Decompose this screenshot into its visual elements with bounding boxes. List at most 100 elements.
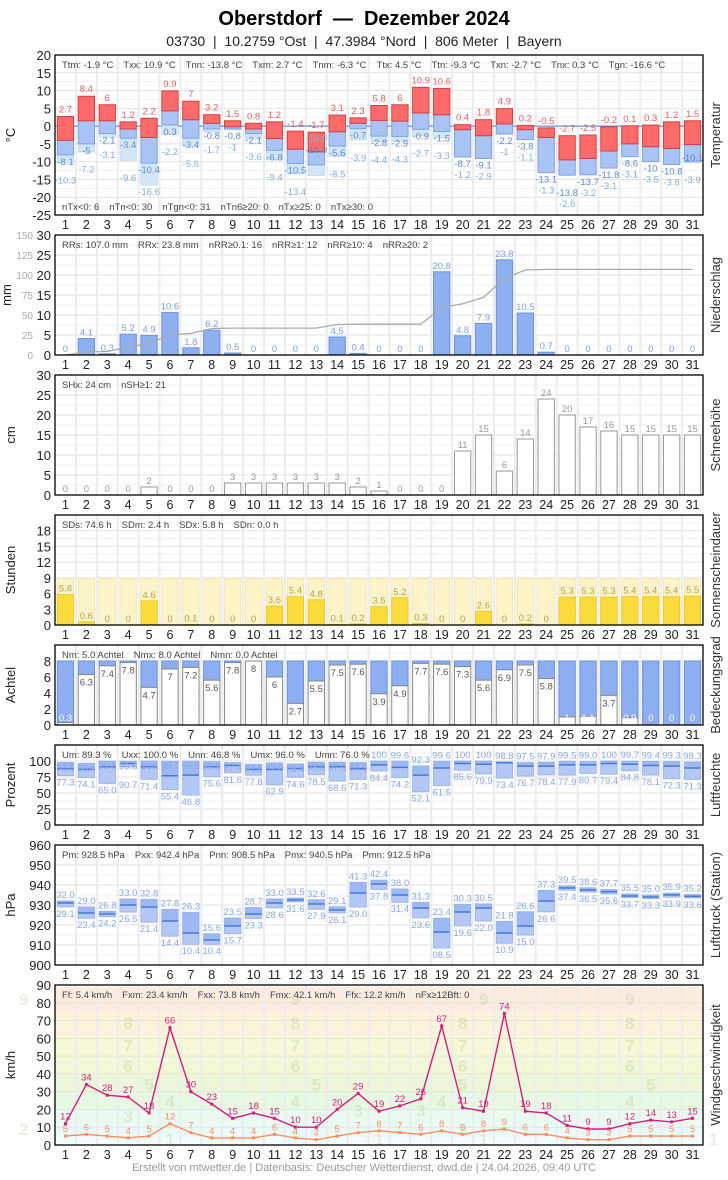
data-label: 92.3 xyxy=(412,755,431,766)
min-temp-bar xyxy=(391,120,409,137)
max-temp-bar xyxy=(98,104,116,122)
precipitation-bar xyxy=(119,333,137,356)
data-label: 3 xyxy=(335,472,340,483)
wind-gust-point xyxy=(649,1118,653,1122)
wind-mean-point xyxy=(84,1132,88,1136)
x-tick-day: 21 xyxy=(477,628,491,642)
snow-bar xyxy=(244,482,263,496)
data-label: 10.9 xyxy=(495,945,514,956)
summary-stat: Pm: 928.5 hPa xyxy=(62,850,126,861)
data-label: 0 xyxy=(648,713,653,724)
x-tick-day: 15 xyxy=(351,498,365,512)
plot-frame xyxy=(54,234,704,356)
summary-stat: Pnn: 908.5 hPa xyxy=(209,850,275,861)
wind-mean-point xyxy=(356,1131,360,1135)
precipitation-bar xyxy=(140,334,158,356)
data-label: 15.0 xyxy=(516,937,535,948)
x-tick-day: 25 xyxy=(560,358,574,372)
data-label: -1.5 xyxy=(434,133,450,144)
pressure-upper-bar xyxy=(182,912,200,933)
x-tick-day: 21 xyxy=(477,498,491,512)
data-label: -10.5 xyxy=(285,165,307,176)
data-label: 32.0 xyxy=(56,890,75,901)
data-label: 8 xyxy=(439,1119,444,1130)
data-label: 10.5 xyxy=(516,302,535,313)
y-axis-label: Prozent xyxy=(3,762,18,807)
data-label: 100 xyxy=(455,750,471,761)
y-tick-label: 20 xyxy=(37,1102,51,1117)
x-tick-day: 30 xyxy=(665,828,679,842)
data-label: 15 xyxy=(227,1106,238,1117)
x-tick-day: 16 xyxy=(372,828,386,842)
pressure-upper-bar xyxy=(496,921,513,933)
max-temp-bar xyxy=(244,122,263,130)
data-label: 0.8 xyxy=(247,111,260,122)
data-label: -2.7 xyxy=(413,149,429,160)
x-tick-day: 29 xyxy=(644,498,658,512)
precipitation-bar xyxy=(182,347,200,356)
data-label: 26.3 xyxy=(182,901,201,912)
data-label: -3.1 xyxy=(622,170,638,181)
data-label: 29.0 xyxy=(349,909,368,920)
data-label: 61.5 xyxy=(432,788,451,799)
clear-sky-bar xyxy=(453,660,472,668)
data-label: -5.6 xyxy=(183,159,199,170)
x-tick-day: 5 xyxy=(146,628,153,642)
summary-stat: Tnx: 0.3 °C xyxy=(551,60,599,71)
pressure-upper-bar xyxy=(642,895,659,897)
x-tick-day: 9 xyxy=(229,1148,236,1162)
snow-bar xyxy=(286,482,305,496)
data-label: 10.6 xyxy=(432,76,451,87)
x-tick-day: 14 xyxy=(330,498,344,512)
data-label: 4.1 xyxy=(80,328,93,339)
data-label: 100 xyxy=(371,750,387,761)
data-label: 35.0 xyxy=(641,884,660,895)
data-label: 8 xyxy=(251,664,256,675)
data-label: 7 xyxy=(167,672,172,683)
beaufort-number: 9 xyxy=(19,990,28,1009)
data-label: 98.8 xyxy=(495,751,514,762)
wind-gust-point xyxy=(105,1093,109,1097)
summary-stat: Fmx: 42.1 km/h xyxy=(270,990,335,1001)
wind-gust-point xyxy=(628,1122,632,1126)
x-tick-day: 13 xyxy=(309,828,323,842)
x-tick-day: 22 xyxy=(497,1148,511,1162)
data-label: -7.2 xyxy=(78,165,94,176)
data-label: 0.4 xyxy=(351,342,364,353)
snow-bar xyxy=(642,434,660,496)
x-tick-day: 23 xyxy=(518,498,532,512)
data-label: 28.7 xyxy=(244,897,263,908)
x-tick-day: 11 xyxy=(268,498,281,512)
data-label: 16 xyxy=(604,420,615,431)
x-tick-day: 30 xyxy=(665,498,679,512)
wind-gust-point xyxy=(398,1104,402,1108)
min-temp-bar xyxy=(203,122,221,130)
x-tick-day: 16 xyxy=(372,358,386,372)
data-label: 0 xyxy=(544,614,549,625)
data-label: 71.3 xyxy=(683,781,702,792)
beaufort-number: 4 xyxy=(291,1092,301,1111)
x-tick-day: 1 xyxy=(62,358,69,372)
beaufort-band-4 xyxy=(55,1093,703,1110)
data-label: 23.8 xyxy=(495,249,514,260)
data-label: -0.8 xyxy=(204,131,220,142)
max-temp-bar xyxy=(391,104,409,122)
ground-min-bar xyxy=(307,164,325,177)
data-label: 3 xyxy=(293,472,298,483)
data-label: 7 xyxy=(188,1121,193,1132)
min-temp-bar xyxy=(182,119,200,139)
data-label: 5.4 xyxy=(644,586,657,597)
data-label: 5.5 xyxy=(310,684,323,695)
data-label: 3 xyxy=(585,1128,590,1139)
wind-gust-point xyxy=(293,1125,297,1129)
x-tick-day: 3 xyxy=(104,1148,111,1162)
cumulative-precipitation-line xyxy=(65,268,693,356)
x-tick-day: 6 xyxy=(166,628,173,642)
x-tick-day: 11 xyxy=(268,968,281,982)
pressure-upper-bar xyxy=(433,918,450,932)
wind-gust-point xyxy=(670,1120,674,1124)
data-label: 8 xyxy=(376,1119,381,1130)
data-label: -9.1 xyxy=(475,160,491,171)
